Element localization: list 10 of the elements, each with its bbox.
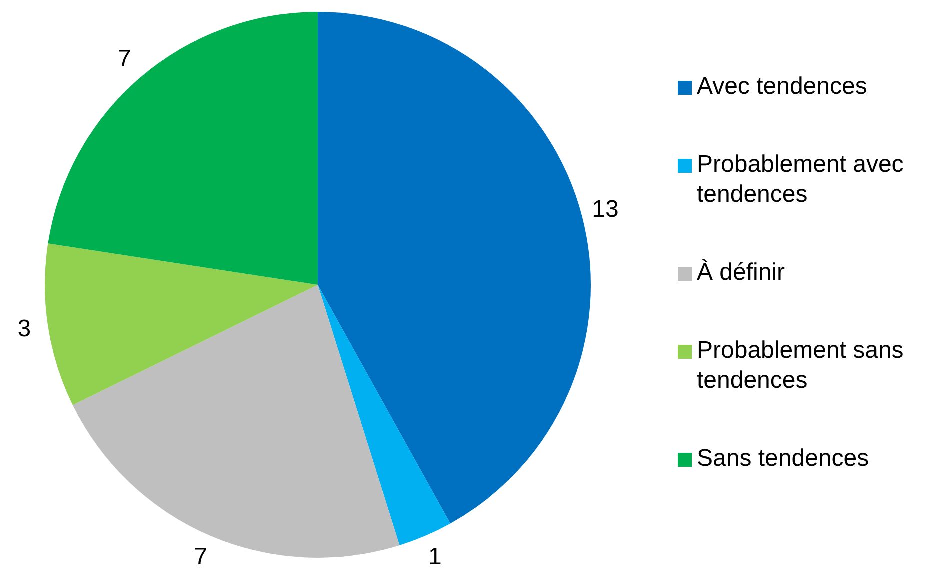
legend-label: Probablement avec tendences	[697, 150, 905, 210]
data-label: 7	[194, 544, 208, 571]
data-label: 7	[118, 45, 132, 72]
data-label: 13	[592, 196, 619, 224]
data-label: 1	[428, 544, 442, 571]
legend-label: Probablement sans tendences	[697, 336, 905, 396]
legend-label: Sans tendences	[697, 444, 870, 474]
data-label: 3	[18, 316, 32, 343]
legend-label: À définir	[697, 258, 786, 288]
legend-label: Avec tendences	[697, 72, 868, 102]
